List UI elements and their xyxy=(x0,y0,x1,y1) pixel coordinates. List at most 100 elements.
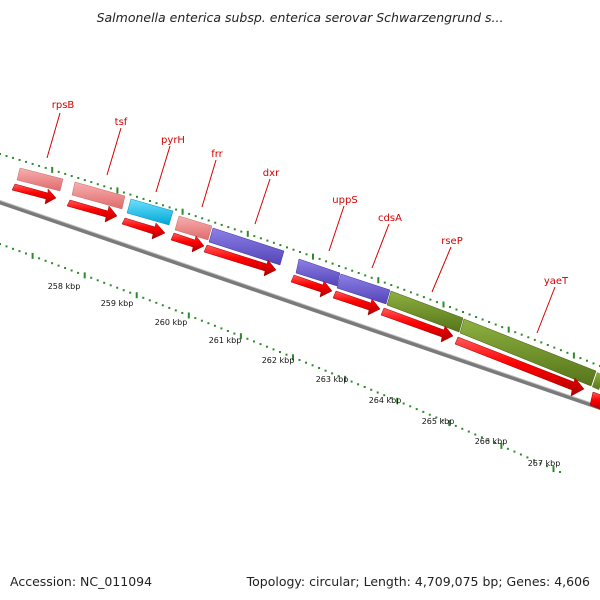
cds-lane xyxy=(11,183,600,410)
gene-labels: rpsB tsf pyrH frr dxr uppS cdsA rseP yae… xyxy=(52,100,569,287)
cds-arrow[interactable] xyxy=(332,290,381,316)
outer-tick xyxy=(305,253,308,256)
accession-text: Accession: NC_011094 xyxy=(10,574,153,589)
feature-box-cdsA[interactable] xyxy=(336,273,391,305)
outer-tick xyxy=(377,277,380,284)
outer-tick xyxy=(136,195,138,198)
scale-label: 263 kbp xyxy=(316,375,349,384)
outer-tick xyxy=(51,166,54,173)
outer-tick xyxy=(38,164,41,167)
gene-label-uppS: uppS xyxy=(332,195,357,206)
inner-tick xyxy=(233,332,236,335)
feature-box-yaeT[interactable] xyxy=(459,318,597,387)
outer-tick xyxy=(383,281,386,284)
inner-tick xyxy=(533,459,535,462)
inner-tick xyxy=(103,281,106,284)
cds-arrow[interactable] xyxy=(11,183,57,205)
outer-tick xyxy=(403,288,406,291)
feature-box-pyrH[interactable] xyxy=(126,198,174,226)
inner-tick xyxy=(266,345,268,348)
outer-tick xyxy=(246,230,249,237)
inner-tick xyxy=(239,333,242,340)
feature-box-dxr[interactable] xyxy=(208,227,285,266)
inner-tick xyxy=(207,322,210,325)
outer-tick xyxy=(25,160,28,163)
outer-tick xyxy=(325,260,328,263)
gene-label-frr: frr xyxy=(211,149,223,160)
inner-tick xyxy=(480,436,483,439)
inner-tick xyxy=(259,343,262,346)
inner-tick xyxy=(396,397,399,404)
inner-tick xyxy=(12,247,14,250)
outer-tick xyxy=(272,241,275,244)
feature-box-uppS[interactable] xyxy=(295,258,341,287)
outer-tick xyxy=(390,284,393,286)
feature-box-rseP[interactable] xyxy=(386,290,464,333)
outer-tick xyxy=(279,244,282,247)
inner-tick xyxy=(0,243,1,245)
inner-tick xyxy=(213,324,216,327)
inner-tick xyxy=(51,262,54,265)
outer-tick xyxy=(299,251,301,253)
feature-box-frr[interactable] xyxy=(174,215,213,241)
outer-tick xyxy=(494,323,497,326)
inner-tick xyxy=(18,250,21,253)
cds-arrow[interactable] xyxy=(454,336,585,397)
outer-tick xyxy=(149,200,151,202)
inner-tick xyxy=(461,427,464,430)
inner-tick xyxy=(64,267,67,269)
outer-tick xyxy=(168,206,171,209)
inner-tick xyxy=(272,348,275,351)
inner-tick xyxy=(318,367,321,369)
scale-label: 265 kbp xyxy=(422,417,455,426)
feature-box-rpsB[interactable] xyxy=(16,167,64,192)
inner-tick xyxy=(109,284,112,287)
outer-tick xyxy=(18,158,21,161)
cds-arrow[interactable] xyxy=(380,307,454,343)
feature-box-tsf[interactable] xyxy=(71,181,126,210)
outer-tick xyxy=(338,265,341,267)
feature-lane xyxy=(16,167,600,390)
inner-tick xyxy=(57,264,60,267)
inner-tick xyxy=(77,271,80,274)
inner-tick xyxy=(363,386,366,388)
gene-label-rpsB: rpsB xyxy=(52,100,75,111)
outer-tick xyxy=(344,267,347,270)
inner-tick xyxy=(279,351,281,353)
cds-arrow[interactable] xyxy=(203,244,277,277)
outer-tick xyxy=(533,338,536,341)
outer-tick xyxy=(129,193,132,196)
inner-tick xyxy=(174,309,177,312)
outer-tick xyxy=(44,166,47,169)
inner-tick xyxy=(83,272,86,279)
outer-tick xyxy=(0,153,1,155)
inner-tick xyxy=(298,359,301,361)
cds-arrow[interactable] xyxy=(290,274,333,298)
outer-tick xyxy=(142,197,145,200)
inner-tick xyxy=(25,252,27,255)
cds-arrow[interactable] xyxy=(121,217,166,240)
inner-tick xyxy=(519,453,522,456)
inner-tick xyxy=(454,424,457,427)
inner-tick xyxy=(539,462,542,465)
cds-arrow[interactable] xyxy=(66,199,118,223)
outer-tick xyxy=(207,219,210,222)
inner-tick xyxy=(148,299,151,302)
inner-tick xyxy=(415,408,418,411)
outer-tick xyxy=(318,257,321,260)
outer-tick xyxy=(266,239,269,242)
cds-arrow[interactable] xyxy=(170,232,205,253)
outer-tick xyxy=(566,351,569,354)
inner-tick xyxy=(526,456,529,459)
inner-tick xyxy=(292,354,294,361)
outer-tick xyxy=(331,262,334,265)
inner-tick xyxy=(559,471,561,473)
outer-tick xyxy=(520,333,523,336)
scale-label: 266 kbp xyxy=(475,437,508,446)
inner-tick xyxy=(220,327,223,330)
outer-tick xyxy=(370,276,373,279)
inner-tick xyxy=(383,394,386,397)
inner-tick xyxy=(96,279,99,282)
scale-label: 259 kbp xyxy=(101,299,134,308)
